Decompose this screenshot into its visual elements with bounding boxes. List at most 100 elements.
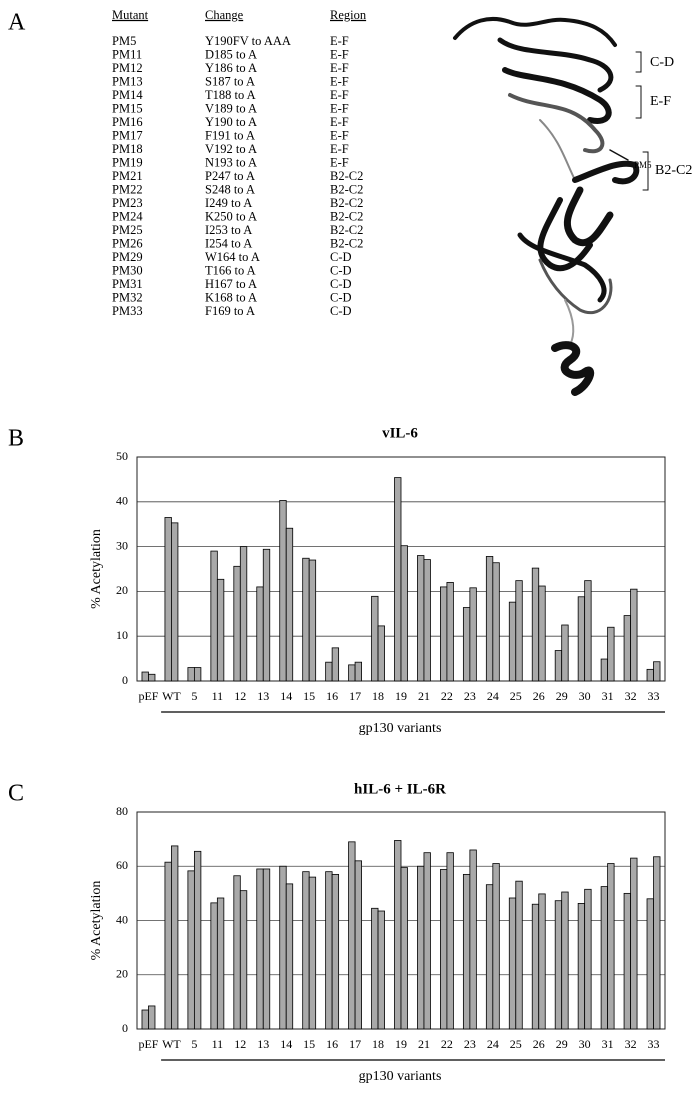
bar [187, 870, 195, 1030]
bar [233, 565, 241, 682]
y-tick-label: 50 [116, 449, 128, 463]
bar [141, 671, 149, 682]
bar [400, 545, 408, 682]
table-cell: D185 to A [205, 47, 257, 61]
x-tick-label: 31 [602, 1037, 614, 1051]
bar [623, 615, 631, 682]
x-tick-label: 33 [648, 689, 660, 703]
table-cell: E-F [330, 47, 349, 61]
panel-label: B [8, 426, 24, 452]
x-tick-label: 13 [257, 1037, 269, 1051]
table-cell: E-F [330, 74, 349, 88]
table-cell: PM32 [112, 290, 143, 304]
table-cell: PM11 [112, 47, 142, 61]
bar [446, 582, 454, 682]
table-cell: T166 to A [205, 263, 256, 277]
table-cell: PM19 [112, 155, 143, 169]
table-header: Mutant [112, 8, 149, 22]
x-tick-label: 21 [418, 1037, 430, 1051]
x-tick-label: 16 [326, 1037, 338, 1051]
x-tick-label: 11 [212, 1037, 224, 1051]
bar [508, 897, 517, 1030]
bar [171, 522, 179, 682]
panel-label: C [8, 781, 24, 807]
bar [492, 863, 500, 1030]
y-tick-label: 30 [116, 538, 128, 552]
table-cell: I249 to A [205, 196, 252, 210]
x-tick-label: 32 [625, 689, 637, 703]
x-tick-label: WT [162, 1037, 181, 1051]
region-label: C-D [650, 55, 674, 70]
table-cell: PM14 [112, 88, 143, 102]
table-cell: PM22 [112, 182, 143, 196]
x-tick-label: 26 [533, 1037, 545, 1051]
bar [216, 578, 225, 682]
bar [646, 898, 654, 1030]
bar [148, 673, 156, 682]
x-tick-label: 5 [191, 1037, 197, 1051]
bar [607, 626, 615, 682]
bar [193, 667, 202, 682]
bar [469, 849, 477, 1030]
bar [462, 607, 471, 682]
x-tick-label: 17 [349, 689, 361, 703]
y-tick-label: 20 [116, 967, 128, 981]
x-axis-label: gp130 variants [359, 721, 442, 736]
table-cell: K250 to A [205, 209, 257, 223]
table-cell: C-D [330, 250, 352, 264]
bar [239, 890, 248, 1030]
bar [239, 546, 248, 682]
x-tick-label: 21 [418, 689, 430, 703]
table-cell: PM15 [112, 101, 143, 115]
bar [538, 893, 546, 1030]
bar [279, 865, 287, 1030]
x-tick-label: 22 [441, 689, 453, 703]
table-cell: PM16 [112, 115, 143, 129]
bar [210, 550, 218, 682]
x-tick-label: 29 [556, 1037, 568, 1051]
table-cell: E-F [330, 128, 349, 142]
bar [515, 880, 523, 1030]
table-cell: E-F [330, 88, 349, 102]
y-axis-label: % Acetylation [89, 881, 104, 961]
table-cell: PM12 [112, 61, 143, 75]
table-header: Change [205, 8, 244, 22]
y-tick-label: 40 [116, 912, 128, 926]
bar [354, 860, 362, 1030]
table-cell: I254 to A [205, 236, 252, 250]
bar [417, 865, 425, 1030]
table-cell: PM30 [112, 263, 143, 277]
bar [584, 888, 592, 1030]
table-cell: Y190FV to AAA [205, 34, 291, 48]
bar [653, 661, 661, 682]
table-cell: E-F [330, 61, 349, 75]
x-tick-label: WT [162, 689, 181, 703]
bar [187, 667, 195, 682]
bar [630, 857, 638, 1030]
protein-structure [453, 17, 649, 396]
x-tick-label: 31 [602, 689, 614, 703]
bar [646, 668, 654, 682]
bar [308, 876, 317, 1030]
x-tick-label: 25 [510, 1037, 522, 1051]
x-tick-label: 23 [464, 689, 476, 703]
x-tick-label: 12 [234, 689, 246, 703]
table-cell: PM13 [112, 74, 143, 88]
x-tick-label: 13 [257, 689, 269, 703]
x-tick-label: pEF [138, 1037, 158, 1051]
table-cell: V189 to A [205, 101, 257, 115]
bar [394, 840, 402, 1030]
bar [285, 883, 294, 1030]
bar [216, 897, 225, 1030]
table-cell: PM31 [112, 277, 143, 291]
bar [417, 555, 425, 682]
bar [515, 580, 523, 682]
bar [331, 647, 340, 682]
bar [584, 580, 592, 682]
bar [262, 548, 271, 682]
bar [302, 871, 310, 1030]
bar [371, 907, 379, 1030]
x-tick-label: 16 [326, 689, 338, 703]
bar [164, 861, 172, 1030]
x-tick-label: 18 [372, 689, 384, 703]
